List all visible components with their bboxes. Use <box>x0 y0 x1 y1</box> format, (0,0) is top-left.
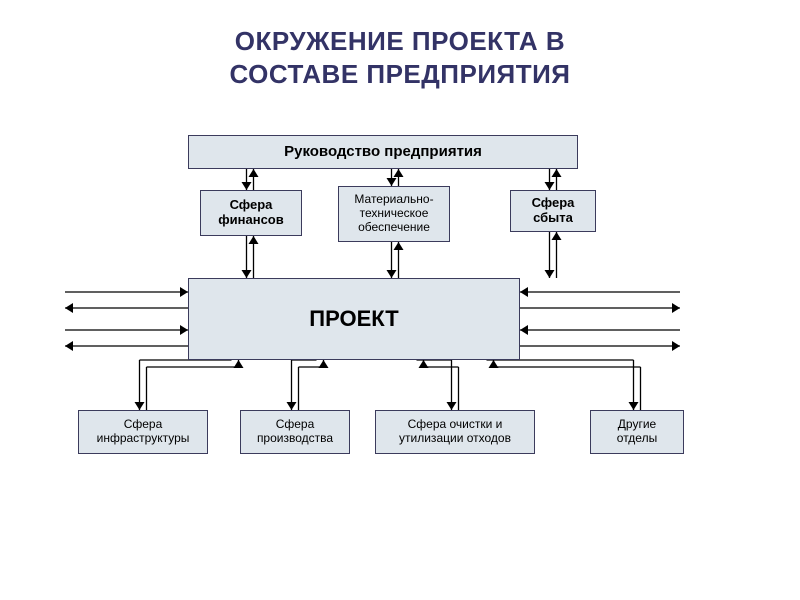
title-line2: СОСТАВЕ ПРЕДПРИЯТИЯ <box>230 59 571 89</box>
node-finance-l2: финансов <box>218 212 283 227</box>
node-waste: Сфера очистки и утилизации отходов <box>375 410 535 454</box>
node-infra-l1: Сфера <box>124 417 163 431</box>
diagram-canvas: Руководство предприятия Сфера финансов М… <box>0 90 800 570</box>
node-production-l2: производства <box>257 431 333 445</box>
node-production-l1: Сфера <box>276 417 315 431</box>
node-finance: Сфера финансов <box>200 190 302 236</box>
node-other: Другие отделы <box>590 410 684 454</box>
node-infra-l2: инфраструктуры <box>97 431 190 445</box>
node-management: Руководство предприятия <box>188 135 578 169</box>
node-mto-l2: техническое <box>360 206 429 220</box>
node-production: Сфера производства <box>240 410 350 454</box>
node-other-l2: отделы <box>617 431 657 445</box>
node-sales: Сфера сбыта <box>510 190 596 232</box>
node-mto: Материально- техническое обеспечение <box>338 186 450 242</box>
node-waste-l1: Сфера очистки и <box>408 417 503 431</box>
node-infra: Сфера инфраструктуры <box>78 410 208 454</box>
node-project-label: ПРОЕКТ <box>309 306 398 331</box>
node-sales-l1: Сфера <box>532 195 575 210</box>
slide-title: ОКРУЖЕНИЕ ПРОЕКТА В СОСТАВЕ ПРЕДПРИЯТИЯ <box>0 0 800 90</box>
node-waste-l2: утилизации отходов <box>399 431 511 445</box>
title-line1: ОКРУЖЕНИЕ ПРОЕКТА В <box>235 26 565 56</box>
node-finance-l1: Сфера <box>230 197 273 212</box>
node-other-l1: Другие <box>618 417 656 431</box>
node-management-label: Руководство предприятия <box>284 143 482 160</box>
node-mto-l1: Материально- <box>354 192 433 206</box>
node-sales-l2: сбыта <box>533 210 573 225</box>
node-mto-l3: обеспечение <box>358 220 430 234</box>
node-project: ПРОЕКТ <box>188 278 520 360</box>
